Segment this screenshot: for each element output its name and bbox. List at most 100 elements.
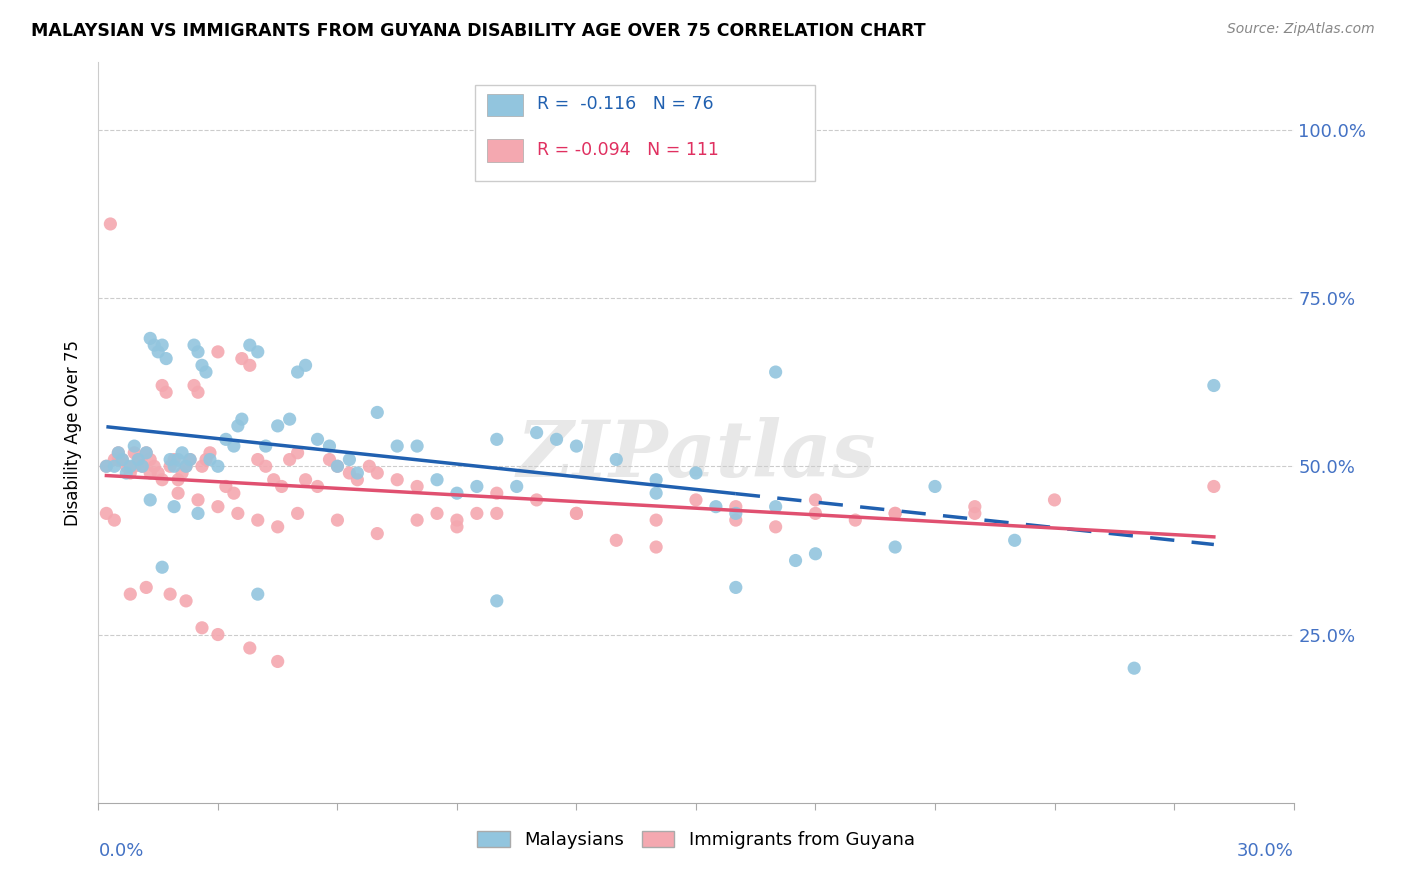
Text: MALAYSIAN VS IMMIGRANTS FROM GUYANA DISABILITY AGE OVER 75 CORRELATION CHART: MALAYSIAN VS IMMIGRANTS FROM GUYANA DISA… <box>31 22 925 40</box>
Point <box>172 466 194 480</box>
Point <box>565 507 588 521</box>
Point <box>139 492 162 507</box>
Point <box>231 351 253 366</box>
Point <box>195 452 218 467</box>
Point <box>120 587 142 601</box>
Point <box>765 500 787 514</box>
Point <box>485 594 508 608</box>
Point <box>159 587 181 601</box>
Point <box>366 526 388 541</box>
Point <box>127 452 149 467</box>
Point <box>163 452 186 467</box>
Point <box>366 466 388 480</box>
Point <box>326 513 349 527</box>
Point <box>198 452 221 467</box>
Point <box>385 473 409 487</box>
Text: Source: ZipAtlas.com: Source: ZipAtlas.com <box>1227 22 1375 37</box>
Point <box>267 418 290 433</box>
Point <box>884 540 907 554</box>
Point <box>187 507 209 521</box>
Point <box>406 513 429 527</box>
Point <box>287 446 309 460</box>
Point <box>163 500 186 514</box>
Point <box>163 459 186 474</box>
Point <box>645 486 668 500</box>
Point <box>254 459 277 474</box>
Point <box>804 492 827 507</box>
Point <box>183 338 205 352</box>
Point <box>207 627 229 641</box>
Point <box>426 473 449 487</box>
Point <box>645 473 668 487</box>
Point <box>339 452 361 467</box>
Point <box>318 439 340 453</box>
Point <box>724 513 747 527</box>
Point <box>406 439 429 453</box>
Point <box>346 473 368 487</box>
Point <box>1123 661 1146 675</box>
Point <box>326 459 349 474</box>
Point <box>159 452 181 467</box>
Point <box>446 513 468 527</box>
Point <box>884 507 907 521</box>
Point <box>704 500 727 514</box>
Point <box>183 378 205 392</box>
Point <box>446 520 468 534</box>
Point <box>191 459 214 474</box>
Point <box>174 594 197 608</box>
Point <box>724 500 747 514</box>
Point <box>107 446 129 460</box>
Point <box>120 459 142 474</box>
Point <box>963 500 986 514</box>
Point <box>174 459 197 474</box>
Point <box>294 359 316 373</box>
Point <box>963 507 986 521</box>
Point <box>124 439 146 453</box>
Point <box>294 473 316 487</box>
Point <box>724 581 747 595</box>
Point <box>167 452 190 467</box>
Point <box>98 217 122 231</box>
Point <box>167 486 190 500</box>
Point <box>565 439 588 453</box>
Point <box>346 466 368 480</box>
Point <box>485 507 508 521</box>
Point <box>159 459 181 474</box>
FancyBboxPatch shape <box>486 94 523 116</box>
Point <box>139 466 162 480</box>
Point <box>120 466 142 480</box>
Point <box>506 479 529 493</box>
Point <box>215 433 238 447</box>
Point <box>359 459 381 474</box>
Point <box>103 452 125 467</box>
Point <box>150 473 173 487</box>
Point <box>246 452 269 467</box>
Point <box>191 621 214 635</box>
Point <box>1043 492 1066 507</box>
Point <box>150 560 173 574</box>
Point <box>231 412 253 426</box>
Point <box>135 446 157 460</box>
Point <box>107 452 129 467</box>
Point <box>139 331 162 345</box>
Point <box>148 344 170 359</box>
Point <box>187 492 209 507</box>
Point <box>131 459 153 474</box>
Point <box>207 459 229 474</box>
Point <box>339 466 361 480</box>
Point <box>155 351 177 366</box>
Point <box>150 338 173 352</box>
Point <box>605 533 627 548</box>
Point <box>127 452 149 467</box>
Point <box>326 459 349 474</box>
Point <box>246 587 269 601</box>
Point <box>307 433 329 447</box>
Text: R = -0.094   N = 111: R = -0.094 N = 111 <box>537 141 718 159</box>
Legend: Malaysians, Immigrants from Guyana: Malaysians, Immigrants from Guyana <box>470 824 922 856</box>
Point <box>239 640 262 655</box>
Point <box>366 405 388 419</box>
Point <box>526 425 548 440</box>
Point <box>187 385 209 400</box>
Point <box>191 359 214 373</box>
Point <box>485 433 508 447</box>
